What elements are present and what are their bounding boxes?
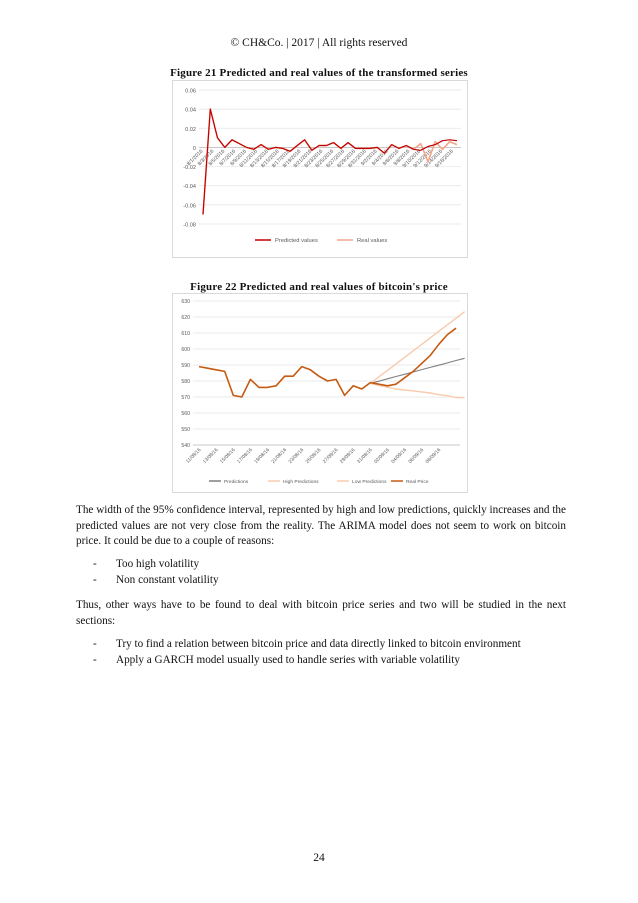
figure-21-chart: 0.06 0.04 0.02 0 -0.02 -0.04 -0.06 -0.08 8/1/201…	[172, 80, 468, 258]
y-tick-label: -0.08	[183, 223, 196, 229]
paragraph-next-sections: Thus, other ways have to be found to dea…	[76, 599, 566, 627]
x-tick-label: 25/08/16	[305, 447, 323, 465]
list-dash: -	[93, 638, 97, 650]
x-tick-label: 21/08/16	[270, 447, 288, 465]
list-item: - Non constant volatility	[76, 573, 566, 589]
y-tick-label: 630	[181, 299, 190, 305]
next-sections-list: - Try to find a relation between bitcoin …	[76, 637, 566, 668]
legend-label: Real Price	[406, 479, 429, 485]
legend-label: High Predictions	[283, 479, 319, 485]
list-dash: -	[93, 573, 97, 586]
figure-21-caption: Figure 21 Predicted and real values of t…	[170, 67, 468, 79]
x-tick-label: 02/09/16	[373, 447, 391, 465]
list-item: - Try to find a relation between bitcoin …	[76, 637, 566, 653]
y-tick-label: 600	[181, 347, 190, 353]
list-item-text: Apply a GARCH model usually used to hand…	[116, 653, 460, 666]
legend-label: Low Predictions	[352, 479, 387, 485]
figure-22-caption: Figure 22 Predicted and real values of b…	[190, 281, 448, 293]
y-tick-label: -0.02	[183, 165, 196, 171]
list-dash: -	[93, 558, 97, 570]
x-tick-label: 06/09/16	[407, 447, 425, 465]
y-tick-label: 590	[181, 363, 190, 369]
x-tick-label: 15/08/16	[219, 447, 237, 465]
list-item-text: Try to find a relation between bitcoin p…	[116, 638, 521, 650]
series-line-real-price	[198, 327, 457, 398]
series-line-high-predictions	[369, 311, 466, 384]
y-tick-label: 610	[181, 331, 190, 337]
list-item: - Too high volatility	[76, 557, 566, 573]
x-tick-label: 29/08/16	[339, 447, 357, 465]
series-line-predicted-values	[202, 108, 458, 215]
list-item: - Apply a GARCH model usually used to han…	[76, 653, 566, 669]
y-tick-label: 570	[181, 395, 190, 401]
y-tick-label: 540	[181, 443, 190, 449]
list-item-text: Too high volatility	[116, 558, 200, 570]
y-tick-label: 0.04	[185, 108, 196, 114]
x-tick-label: 27/08/16	[322, 447, 340, 465]
y-tick-label: 0	[193, 146, 196, 152]
figure-22-chart: 630 620 610 600 590 580 570 560 550 540 11/08/16 13…	[172, 293, 468, 493]
x-tick-label: 13/08/16	[202, 447, 220, 465]
x-tick-label: 11/08/16	[185, 447, 203, 465]
page-number: 24	[313, 852, 325, 864]
series-line-predictions	[370, 357, 465, 384]
y-tick-label: 560	[181, 411, 190, 417]
y-tick-label: -0.06	[183, 203, 196, 209]
legend-label: Predicted values	[275, 238, 318, 244]
paragraph-confidence-interval: The width of the 95% confidence interval…	[76, 504, 566, 547]
figure-21-svg: 0.060.040.020-0.02-0.04-0.06-0.088/1/201…	[183, 89, 461, 244]
x-tick-label: 31/08/16	[356, 447, 374, 465]
page-header: © CH&Co. | 2017 | All rights reserved	[230, 37, 408, 49]
x-tick-label: 17/08/16	[236, 447, 254, 465]
y-tick-label: 620	[181, 315, 190, 321]
list-dash: -	[93, 653, 97, 666]
series-line-low-predictions	[370, 382, 465, 399]
legend-label: Real values	[357, 238, 387, 244]
reasons-list: - Too high volatility - Non constant volat…	[76, 557, 566, 588]
x-tick-label: 04/09/16	[390, 447, 408, 465]
y-tick-label: 550	[181, 427, 190, 433]
list-item-text: Non constant volatility	[116, 573, 219, 586]
y-tick-label: 0.06	[185, 89, 196, 95]
legend-label: Predictions	[224, 479, 249, 485]
y-tick-label: -0.04	[183, 184, 196, 190]
x-tick-label: 08/09/16	[425, 447, 443, 465]
y-tick-label: 0.02	[185, 127, 196, 133]
x-tick-label: 23/08/16	[288, 447, 306, 465]
x-tick-label: 19/08/16	[253, 447, 271, 465]
y-tick-label: 580	[181, 379, 190, 385]
